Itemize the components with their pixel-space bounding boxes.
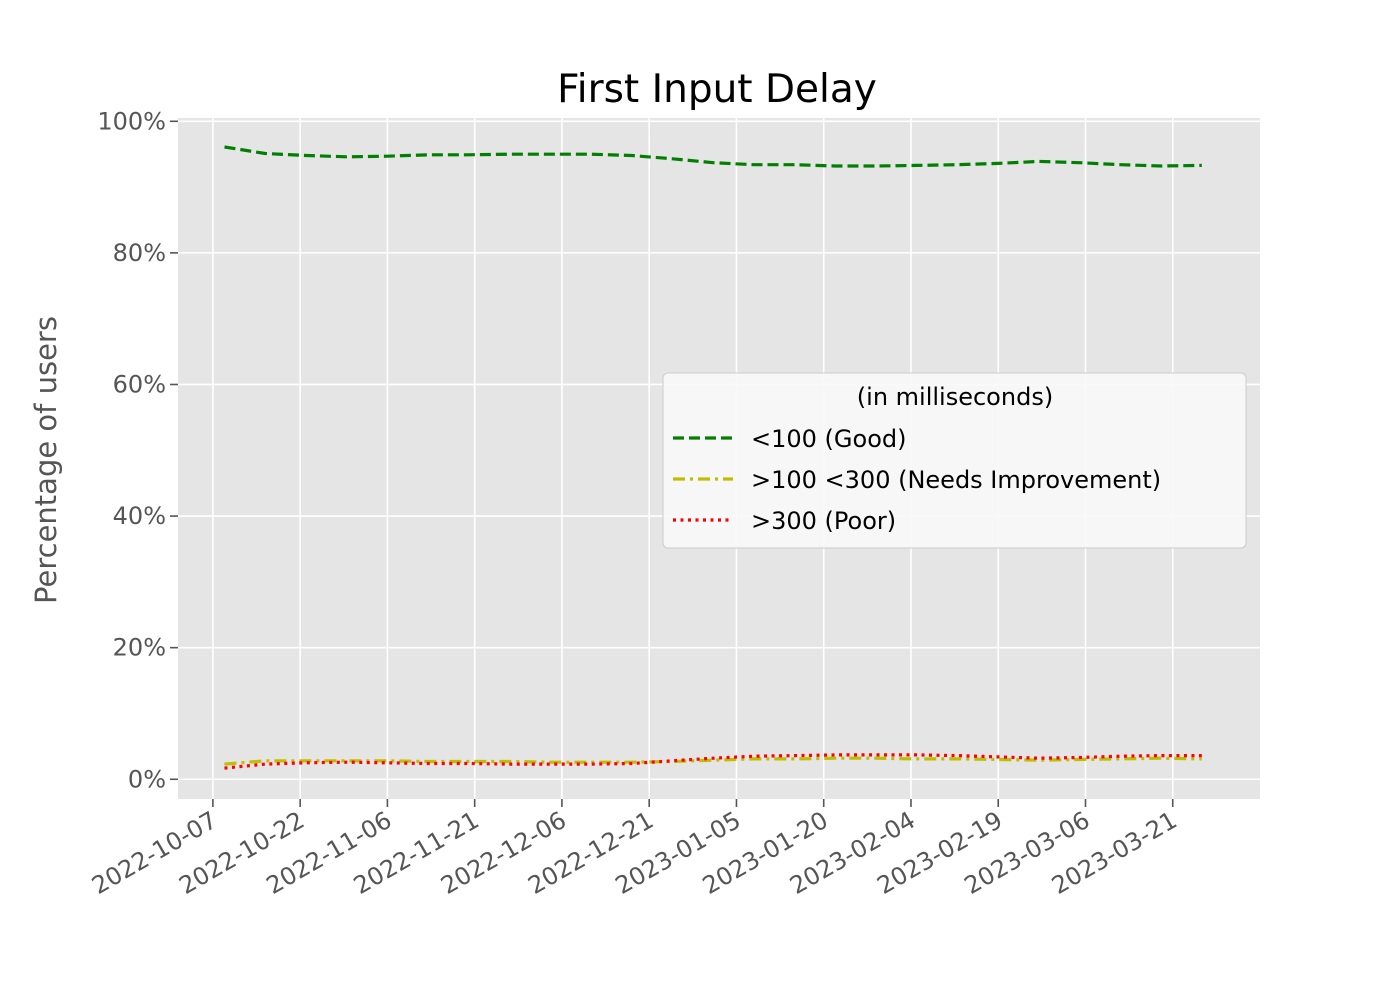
legend-title: (in milliseconds)	[857, 383, 1053, 411]
legend-label: >100 <300 (Needs Improvement)	[751, 466, 1161, 494]
y-tick-label: 80%	[113, 239, 166, 267]
y-tick-label: 0%	[128, 765, 166, 793]
legend-entries: <100 (Good) >100 <300 (Needs Improvement)…	[673, 425, 1161, 535]
y-tick-label: 60%	[113, 370, 166, 398]
y-tick-label: 20%	[113, 634, 166, 662]
legend-label: >300 (Poor)	[751, 507, 896, 535]
series-line	[224, 145, 1202, 168]
y-axis-label: Percentage of users	[29, 316, 63, 604]
legend: (in milliseconds) <100 (Good) >100 <300 (…	[662, 372, 1247, 549]
series-group	[224, 145, 1202, 770]
chart-title: First Input Delay	[557, 67, 877, 112]
y-tick-label: 40%	[113, 502, 166, 530]
legend-label: <100 (Good)	[751, 425, 906, 453]
series-line	[224, 753, 1202, 770]
y-tick-label: 100%	[97, 107, 166, 135]
legend-box	[662, 372, 1247, 549]
